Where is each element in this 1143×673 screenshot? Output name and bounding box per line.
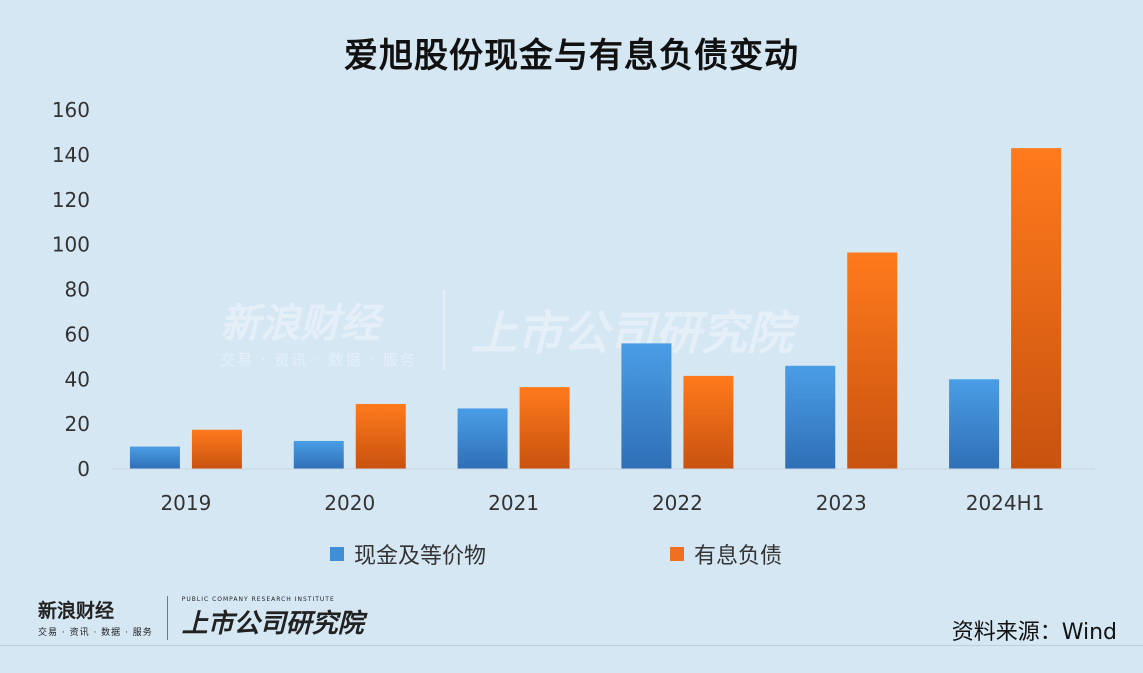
bar-cash-2019 — [129, 446, 180, 469]
y-tick-label: 80 — [65, 278, 90, 302]
y-tick-label: 60 — [65, 322, 90, 346]
brand-sina-sub: 交易 · 资讯 · 数据 · 服务 — [38, 628, 153, 638]
brand-sina-name: 新浪财经 — [38, 600, 115, 622]
source-note: 资料来源：Wind — [951, 620, 1117, 645]
watermark-sina-sub: 交易 · 资讯 · 数据 · 服务 — [220, 350, 417, 369]
y-axis: 0 20 40 60 80 100 120 140 160 — [52, 98, 90, 481]
bar-cash-2023 — [785, 365, 836, 469]
bar-debt-2021 — [519, 387, 570, 469]
brand-divider — [166, 596, 168, 640]
y-tick-label: 40 — [65, 367, 90, 391]
x-tick-label: 2024H1 — [966, 491, 1045, 515]
legend-label-cash: 现金及等价物 — [354, 544, 487, 569]
bar-cash-2021 — [457, 408, 508, 469]
y-tick-label: 100 — [52, 233, 90, 257]
chart-title: 爱旭股份现金与有息负债变动 — [344, 36, 799, 76]
legend-swatch-debt — [670, 547, 684, 561]
legend-item-cash: 现金及等价物 — [330, 538, 486, 570]
y-tick-label: 20 — [65, 412, 90, 436]
bar-cash-2022 — [621, 343, 672, 469]
x-axis: 2019 2020 2021 2022 2023 2024H1 — [112, 468, 1095, 515]
bar-debt-2023 — [847, 252, 898, 469]
y-tick-label: 120 — [52, 188, 90, 212]
bar-cash-2020 — [293, 440, 344, 469]
brand-institute-name: 上市公司研究院 — [181, 609, 364, 639]
x-tick-label: 2020 — [324, 491, 375, 515]
legend-item-debt: 有息负债 — [670, 538, 782, 570]
brand-logo: 新浪财经 交易 · 资讯 · 数据 · 服务 PUBLIC COMPANY RE… — [38, 596, 364, 640]
brand-institute-sub: PUBLIC COMPANY RESEARCH INSTITUTE — [181, 596, 335, 603]
legend-label-debt: 有息负债 — [694, 544, 783, 569]
x-tick-label: 2022 — [652, 491, 703, 515]
legend-swatch-cash — [330, 547, 344, 561]
x-tick-label: 2019 — [160, 491, 211, 515]
bar-debt-2022 — [683, 375, 734, 469]
bar-debt-2019 — [191, 429, 242, 469]
footer-divider — [0, 645, 1143, 646]
watermark-divider — [442, 290, 445, 370]
x-tick-label: 2023 — [816, 491, 867, 515]
bar-debt-2024H1 — [1011, 148, 1062, 470]
x-tick-label: 2021 — [488, 491, 539, 515]
y-tick-label: 140 — [52, 143, 90, 167]
y-tick-label: 0 — [77, 457, 90, 481]
bar-cash-2024H1 — [949, 379, 1000, 469]
bars-group — [129, 148, 1062, 470]
watermark-sina-name: 新浪财经 — [220, 300, 380, 347]
bar-debt-2020 — [355, 403, 406, 469]
y-tick-label: 160 — [52, 98, 90, 122]
